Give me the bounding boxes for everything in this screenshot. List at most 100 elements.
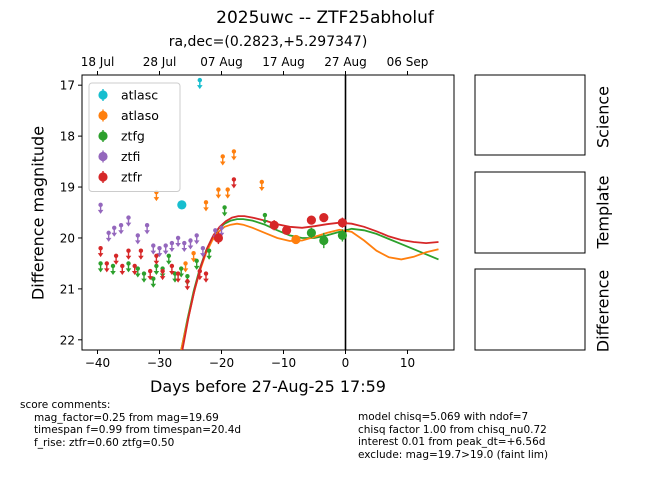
legend-box xyxy=(88,82,181,192)
x-tick-label: 0 xyxy=(342,356,350,370)
upper-limit-point-ztfr xyxy=(175,271,181,276)
detection-point-atlasc xyxy=(177,200,187,210)
upper-limit-point-ztfg xyxy=(98,261,103,266)
top-tick-label: 06 Sep xyxy=(387,55,429,69)
detection-point-ztfr xyxy=(337,218,347,228)
legend-label: ztfg xyxy=(121,129,145,144)
detection-point-ztfr xyxy=(319,212,329,223)
upper-limit-arrow-ztfr xyxy=(147,276,153,281)
detection-point-ztfg xyxy=(337,230,347,241)
upper-limit-arrow-ztfi xyxy=(187,245,194,250)
detection-point-ztfg xyxy=(319,235,329,246)
model-info-line: interest 0.01 from peak_dt=+6.56d xyxy=(358,436,546,448)
upper-limit-arrow-ztfi xyxy=(193,240,200,245)
upper-limit-arrow-ztfr xyxy=(184,286,191,291)
x-tick-label: −40 xyxy=(85,356,110,370)
upper-limit-point-ztfg xyxy=(135,266,140,271)
y-tick-label: 18 xyxy=(60,130,75,144)
upper-limit-point-ztfi xyxy=(151,243,156,248)
upper-limit-arrow-ztfg xyxy=(150,283,157,288)
upper-limit-point-ztfr xyxy=(98,245,103,251)
score-comments-header: score comments: xyxy=(20,399,111,411)
top-tick-label: 27 Aug xyxy=(324,55,367,69)
detection-point-ztfr xyxy=(269,220,279,230)
upper-limit-arrow-ztfr xyxy=(203,278,209,283)
upper-limit-arrow-ztfi xyxy=(144,230,150,235)
upper-limit-point-ztfi xyxy=(98,202,103,208)
upper-limit-point-ztfr xyxy=(120,263,125,269)
science-panel-label: Science xyxy=(593,85,613,149)
top-tick-label: 07 Aug xyxy=(200,55,243,69)
upper-limit-arrow-ztfi xyxy=(105,237,112,242)
legend-marker xyxy=(98,110,108,121)
upper-limit-arrow-ztfg xyxy=(166,260,172,265)
upper-limit-point-ztfr xyxy=(169,263,175,269)
upper-limit-point-atlaso xyxy=(220,154,225,159)
upper-limit-point-ztfi xyxy=(194,233,199,238)
upper-limit-arrow-ztfg xyxy=(110,270,116,275)
upper-limit-point-atlaso xyxy=(183,261,188,266)
score-comment-line: f_rise: ztfr=0.60 ztfg=0.50 xyxy=(34,436,175,449)
upper-limit-point-ztfg xyxy=(154,263,159,269)
upper-limit-arrow-ztfi xyxy=(156,253,163,258)
upper-limit-point-ztfr xyxy=(104,261,110,266)
model-info-line: model chisq=5.069 with ndof=7 xyxy=(358,411,529,423)
upper-limit-point-ztfr xyxy=(203,271,209,276)
detection-point-atlaso xyxy=(291,234,301,245)
x-tick-label: 10 xyxy=(400,356,415,370)
upper-limit-point-ztfr xyxy=(132,263,137,269)
upper-limit-point-atlaso xyxy=(231,149,237,154)
upper-limit-point-ztfi xyxy=(213,228,218,233)
upper-limit-arrow-atlasc xyxy=(197,85,203,90)
upper-limit-arrow-ztfr xyxy=(113,260,119,265)
upper-limit-point-atlaso xyxy=(259,179,264,185)
upper-limit-arrow-ztfr xyxy=(97,253,104,258)
upper-limit-arrow-ztfr xyxy=(138,255,144,260)
upper-limit-arrow-ztfr xyxy=(175,278,181,283)
upper-limit-point-ztfi xyxy=(118,223,124,228)
upper-limit-arrow-atlaso xyxy=(190,258,197,263)
upper-limit-point-ztfi xyxy=(219,225,224,230)
upper-limit-arrow-ztfi xyxy=(135,240,141,245)
upper-limit-point-ztfg xyxy=(194,258,199,264)
detection-point-ztfr xyxy=(213,233,223,243)
model-info: model chisq=5.069 with ndof=7 chisq fact… xyxy=(358,411,548,461)
upper-limit-point-ztfg xyxy=(262,212,268,218)
plot-frame xyxy=(81,74,455,351)
upper-limit-point-atlaso xyxy=(203,200,209,205)
y-tick-label: 21 xyxy=(60,282,75,296)
upper-limit-point-ztfg xyxy=(166,253,171,258)
upper-limit-point-ztfi xyxy=(182,240,187,246)
upper-limit-point-ztfi xyxy=(112,225,117,230)
y-tick-label: 20 xyxy=(60,231,75,245)
upper-limit-arrow-ztfi xyxy=(150,250,157,255)
model-info-line: exclude: mag=19.7>19.0 (faint lim) xyxy=(358,448,549,461)
upper-limit-point-ztfr xyxy=(185,279,190,284)
upper-limit-point-ztfg xyxy=(179,266,184,271)
upper-limit-arrow-ztfi xyxy=(111,232,118,237)
data-points-layer xyxy=(97,77,347,291)
legend-marker xyxy=(98,131,108,141)
upper-limit-arrow-ztfg xyxy=(141,278,147,283)
y-tick-label: 19 xyxy=(60,181,75,195)
upper-limit-arrow-ztfr xyxy=(104,268,110,273)
upper-limit-arrow-ztfi xyxy=(175,242,181,247)
upper-limit-arrow-ztfg xyxy=(97,268,104,273)
upper-limit-arrow-atlaso xyxy=(215,194,222,199)
upper-limit-point-ztfi xyxy=(126,215,131,220)
x-tick-label: −10 xyxy=(271,356,296,370)
x-tick-label: −20 xyxy=(209,356,234,370)
upper-limit-point-ztfr xyxy=(126,248,131,253)
upper-limit-arrow-ztfr xyxy=(125,255,132,260)
legend-marker xyxy=(98,90,108,100)
upper-limit-point-ztfr xyxy=(160,268,165,274)
upper-limit-arrow-atlaso xyxy=(224,194,231,199)
legend-label: atlaso xyxy=(121,108,159,123)
legend-marker xyxy=(98,172,108,182)
upper-limit-point-ztfg xyxy=(185,273,190,279)
score-comments: score comments: mag_factor=0.25 from mag… xyxy=(20,399,241,449)
difference-image-panel xyxy=(474,268,586,351)
upper-limit-point-ztfi xyxy=(188,238,193,243)
upper-limit-arrow-ztfg xyxy=(125,268,132,273)
